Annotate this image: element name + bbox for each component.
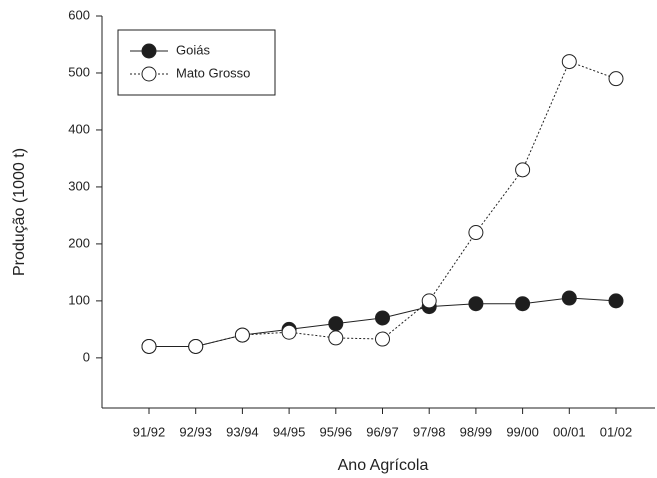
legend-label: Mato Grosso: [176, 65, 250, 80]
point: [468, 296, 484, 312]
x-tick-label: 91/92: [133, 424, 166, 439]
x-tick-label: 94/95: [273, 424, 306, 439]
point: [328, 316, 344, 332]
x-tick-label: 96/97: [366, 424, 399, 439]
legend-marker: [141, 66, 157, 82]
point: [375, 331, 390, 347]
point: [468, 225, 484, 241]
point: [608, 71, 624, 87]
y-tick-label: 600: [68, 7, 90, 22]
y-tick-label: 500: [68, 64, 90, 79]
point: [281, 324, 297, 340]
point: [515, 162, 531, 178]
point: [234, 327, 250, 343]
y-axis-label: Produção (1000 t): [11, 148, 28, 276]
y-tick-label: 400: [68, 121, 90, 136]
x-tick-label: 98/99: [460, 424, 493, 439]
series-line: [149, 60, 617, 347]
y-tick-label: 100: [68, 292, 90, 307]
point: [515, 296, 531, 312]
x-tick-label: 92/93: [179, 424, 212, 439]
x-axis-label: Ano Agrícola: [338, 457, 429, 474]
point: [328, 330, 344, 346]
x-tick-label: 95/96: [320, 424, 353, 439]
point: [188, 338, 204, 354]
point: [608, 293, 624, 309]
y-tick-label: 300: [68, 178, 90, 193]
x-tick-label: 93/94: [226, 424, 259, 439]
x-tick-label: 97/98: [413, 424, 446, 439]
y-tick-label: 200: [68, 235, 90, 250]
point: [561, 290, 577, 306]
x-tick-label: 00/01: [553, 424, 586, 439]
point: [141, 338, 157, 354]
y-tick-label: 0: [83, 349, 90, 364]
legend-marker: [141, 43, 157, 59]
x-tick-label: 01/02: [600, 424, 633, 439]
x-tick-label: 99/00: [506, 424, 539, 439]
point: [421, 293, 437, 309]
point: [375, 310, 390, 326]
point: [561, 54, 577, 70]
legend-label: Goiás: [176, 42, 210, 57]
legend-box: [117, 29, 276, 96]
